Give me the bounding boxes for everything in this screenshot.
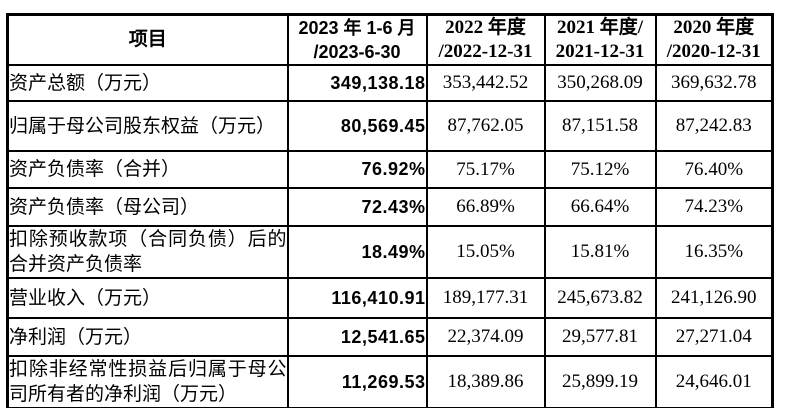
value-cell: 18,389.86 [425,355,546,408]
header-period-2023: 2023 年 1-6 月 /2023-6-30 [286,13,428,66]
row-label: 资产负债率（合并） [6,150,289,189]
value-cell: 76.92% [286,150,428,189]
value-cell: 16.35% [654,225,774,279]
value-cell: 87,242.83 [654,100,774,152]
financial-summary-table: 项目 2023 年 1-6 月 /2023-6-30 2022 年度 /2022… [6,13,774,408]
value-cell: 12,541.65 [286,317,428,357]
value-cell: 15.81% [543,225,657,279]
table-row-parent-equity: 归属于母公司股东权益（万元） 80,569.45 87,762.05 87,15… [6,100,774,152]
value-cell: 350,268.09 [543,64,657,102]
value-cell: 241,126.90 [654,277,774,319]
header-period-2020-line2: /2020-12-31 [666,41,761,62]
value-cell: 369,632.78 [654,64,774,102]
value-cell: 189,177.31 [425,277,546,319]
value-cell: 27,271.04 [654,317,774,357]
header-period-2020-line1: 2020 年度 [673,17,755,38]
table-row-debt-ratio-excl-advances: 扣除预收款项（合同负债）后的合并资产负债率 18.49% 15.05% 15.8… [6,225,774,279]
value-cell: 87,762.05 [425,100,546,152]
header-period-2020: 2020 年度 /2020-12-31 [654,13,774,66]
table-row-debt-ratio-parent: 资产负债率（母公司） 72.43% 66.89% 66.64% 74.23% [6,187,774,227]
header-item-column: 项目 [6,13,289,66]
row-label: 资产总额（万元） [6,64,289,102]
header-period-2021-line2: 2021-12-31 [555,41,645,62]
row-label: 资产负债率（母公司） [6,187,289,227]
value-cell: 75.12% [543,150,657,189]
value-cell: 11,269.53 [286,355,428,408]
value-cell: 15.05% [425,225,546,279]
table-row-operating-revenue: 营业收入（万元） 116,410.91 189,177.31 245,673.8… [6,277,774,319]
row-label: 扣除非经常性损益后归属于母公司所有者的净利润（万元） [6,355,289,408]
table-row-total-assets: 资产总额（万元） 349,138.18 353,442.52 350,268.0… [6,64,774,102]
row-label: 扣除预收款项（合同负债）后的合并资产负债率 [6,225,289,279]
value-cell: 74.23% [654,187,774,227]
value-cell: 72.43% [286,187,428,227]
value-cell: 76.40% [654,150,774,189]
value-cell: 66.89% [425,187,546,227]
table-row-debt-ratio-consolidated: 资产负债率（合并） 76.92% 75.17% 75.12% 76.40% [6,150,774,189]
value-cell: 87,151.58 [543,100,657,152]
value-cell: 24,646.01 [654,355,774,408]
header-period-2023-line1: 2023 年 1-6 月 [298,18,416,38]
row-label: 营业收入（万元） [6,277,289,319]
header-period-2022-line1: 2022 年度 [445,17,526,38]
header-period-2022-line2: /2022-12-31 [438,41,533,62]
header-item-label: 项目 [128,29,167,50]
value-cell: 29,577.81 [543,317,657,357]
value-cell: 22,374.09 [425,317,546,357]
value-cell: 245,673.82 [543,277,657,319]
table-row-net-profit: 净利润（万元） 12,541.65 22,374.09 29,577.81 27… [6,317,774,357]
value-cell: 116,410.91 [286,277,428,319]
value-cell: 349,138.18 [286,64,428,102]
table-row-net-profit-excl-nonrecurring: 扣除非经常性损益后归属于母公司所有者的净利润（万元） 11,269.53 18,… [6,355,774,408]
row-label: 归属于母公司股东权益（万元） [6,100,289,152]
header-period-2022: 2022 年度 /2022-12-31 [425,13,546,66]
value-cell: 25,899.19 [543,355,657,408]
value-cell: 18.49% [286,225,428,279]
header-period-2023-line2: /2023-6-30 [313,42,401,62]
value-cell: 353,442.52 [425,64,546,102]
header-period-2021-line1: 2021 年度/ [556,17,644,38]
header-row: 项目 2023 年 1-6 月 /2023-6-30 2022 年度 /2022… [6,13,774,66]
value-cell: 75.17% [425,150,546,189]
value-cell: 66.64% [543,187,657,227]
value-cell: 80,569.45 [286,100,428,152]
header-period-2021: 2021 年度/ 2021-12-31 [543,13,657,66]
row-label: 净利润（万元） [6,317,289,357]
